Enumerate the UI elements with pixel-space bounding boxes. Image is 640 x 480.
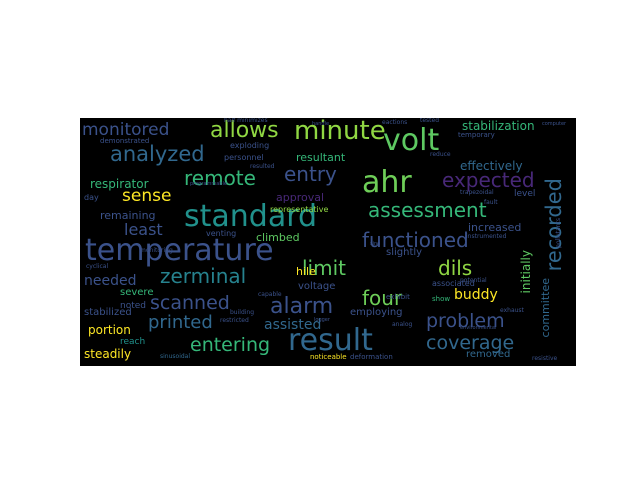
word-functioned: functioned [362, 228, 469, 252]
word-demonstrated: demonstrated [100, 137, 150, 145]
word-exhibit: exhibit [386, 293, 410, 301]
word-severe: severe [120, 287, 154, 298]
word-cloud: temperature standard result volt ahr min… [80, 118, 576, 366]
word-trapezoidal: trapezoidal [460, 189, 494, 196]
word-noted: noted [120, 301, 146, 311]
word-sinusoidal: sinusoidal [160, 353, 191, 360]
word-environmental: environmental [460, 325, 497, 331]
word-effectively: effectively [460, 159, 523, 173]
word-hile: hile [296, 265, 316, 278]
word-allows: allows [210, 118, 279, 143]
word-potential: potential [460, 277, 487, 284]
word-expected: expected [442, 168, 535, 192]
word-initially: initially [519, 250, 533, 294]
word-representative: representative [270, 205, 329, 214]
word-cyclical: cyclical [86, 263, 109, 270]
word-problem: problem [426, 310, 505, 332]
word-committee: committee [539, 278, 552, 338]
word-pollutants: pollutants [555, 218, 562, 248]
word-steadily: steadily [84, 347, 132, 361]
word-half-minimizes: half minimizes [224, 118, 268, 124]
word-ahr: ahr [362, 165, 412, 200]
word-removed: removed [466, 349, 511, 360]
word-approval: approval [276, 191, 325, 204]
word-voltage: voltage [298, 281, 336, 292]
word-deformation: deformation [350, 353, 393, 361]
word-analog: analog [392, 321, 413, 328]
word-building: building [230, 309, 255, 316]
word-associated: associated [432, 279, 475, 288]
word-show: show [432, 295, 451, 303]
word-analyzed: analyzed [110, 142, 205, 166]
word-coverage: coverage [426, 332, 515, 354]
word-scanned: scanned [150, 292, 230, 314]
word-resulted: resulted [250, 163, 275, 170]
word-monitored: monitored [82, 120, 170, 140]
word-standard: standard [184, 199, 318, 234]
word-instrumented: instrumented [466, 233, 507, 240]
word-stabilization: stabilization [462, 119, 535, 133]
word-capable: capable [258, 291, 282, 298]
word-logger: logger [314, 317, 330, 323]
word-slightly: slightly [386, 247, 423, 258]
word-resistive: resistive [532, 355, 558, 362]
word-noticeable: noticeable [310, 353, 347, 361]
word-climbed: climbed [256, 231, 300, 244]
word-exploding: exploding [230, 141, 270, 150]
word-handle: handle [312, 121, 330, 127]
word-day: day [84, 193, 99, 202]
word-entering: entering [190, 334, 271, 356]
word-exhaust: exhaust [500, 307, 524, 314]
word-alarm: alarm [270, 294, 334, 319]
word-programmable: programmable [190, 181, 227, 187]
word-eactions: eactions [382, 119, 408, 126]
word-needed: needed [84, 273, 137, 289]
word-personnel: personnel [224, 153, 264, 162]
word-limit: limit [302, 256, 346, 280]
word-result: result [288, 323, 373, 358]
word-venting: venting [206, 229, 237, 238]
word-level: level [514, 189, 536, 199]
word-dils: dils [438, 256, 473, 280]
word-fault: fault [484, 199, 498, 206]
word-increased: increased [468, 221, 522, 234]
word-entry: entry [284, 162, 337, 186]
word-temporary: temporary [458, 131, 495, 139]
word-monitoring: monitoring [140, 247, 173, 254]
word-assisted: assisted [264, 317, 322, 333]
word-minute: minute [294, 118, 386, 146]
word-assessment: assessment [368, 198, 487, 222]
word-tested: tested [420, 118, 440, 124]
word-buddy: buddy [454, 287, 498, 303]
word-zerminal: zerminal [160, 264, 247, 288]
word-volt: volt [383, 123, 440, 158]
word-printed: printed [148, 312, 213, 333]
word-employing: employing [350, 307, 403, 318]
word-reach: reach [120, 337, 146, 347]
word-least: least [124, 220, 163, 239]
word-reduce: reduce [430, 151, 451, 158]
word-portion: portion [88, 323, 131, 337]
word-four: four [362, 286, 403, 310]
word-respirator: respirator [90, 177, 149, 191]
word-sine: sine [370, 241, 381, 247]
word-sense: sense [122, 186, 172, 206]
word-stabilized: stabilized [84, 307, 132, 318]
word-resultant: resultant [296, 151, 346, 164]
word-restricted: restricted [220, 317, 249, 324]
word-temperature: temperature [85, 233, 274, 268]
word-computer: computer [542, 121, 567, 127]
word-remote: remote [184, 166, 256, 190]
word-remaining: remaining [100, 209, 156, 222]
